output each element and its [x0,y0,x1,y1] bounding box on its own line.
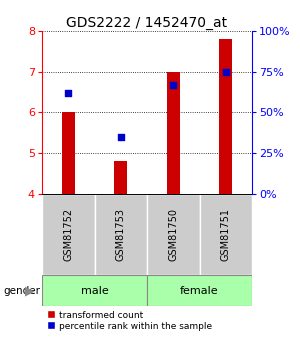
Text: GSM81750: GSM81750 [168,208,178,261]
Point [223,69,228,75]
Bar [62,112,75,194]
Point [171,82,176,88]
Point [118,134,123,140]
Bar [147,194,200,275]
Legend: transformed count, percentile rank within the sample: transformed count, percentile rank withi… [46,310,212,331]
Bar [94,194,147,275]
Text: male: male [81,286,108,296]
Text: GSM81751: GSM81751 [221,208,231,261]
Bar [114,161,127,194]
Text: female: female [180,286,219,296]
Point [66,90,71,96]
Text: GSM81752: GSM81752 [63,208,73,261]
Bar [200,194,252,275]
Text: GSM81753: GSM81753 [116,208,126,261]
Text: ▶: ▶ [25,284,34,297]
Bar [147,275,252,306]
Bar [167,72,180,194]
Title: GDS2222 / 1452470_at: GDS2222 / 1452470_at [66,16,228,30]
Text: gender: gender [3,286,40,296]
Bar [42,194,94,275]
Bar [42,275,147,306]
Bar [219,39,232,194]
